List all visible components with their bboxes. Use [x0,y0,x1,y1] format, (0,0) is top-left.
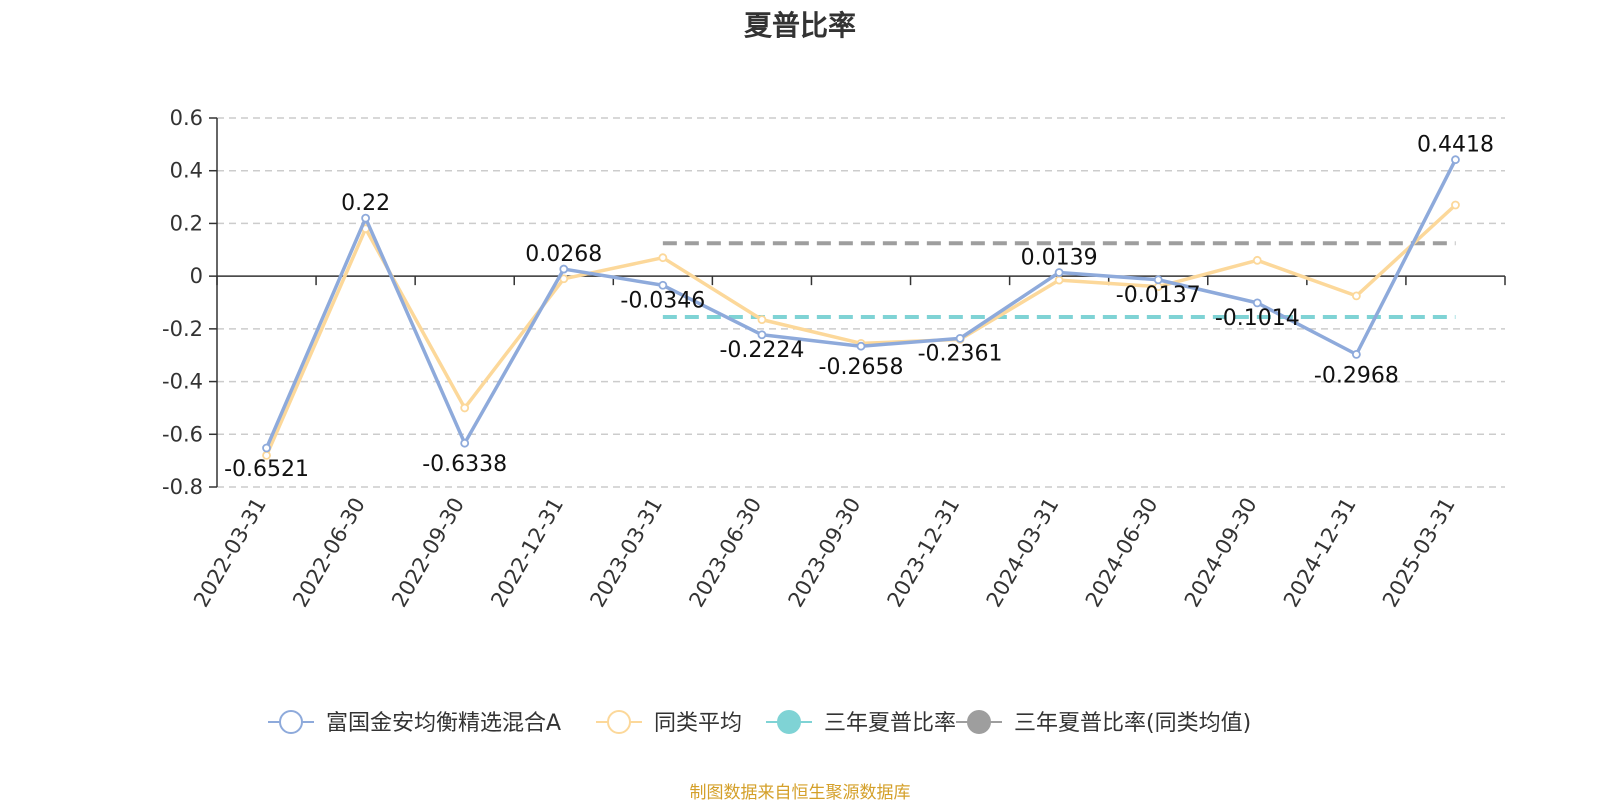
legend-item[interactable]: 同类平均 [596,710,742,736]
y-tick-label: -0.4 [162,370,203,394]
x-tick-label: 2023-09-30 [784,494,866,612]
y-tick-label: 0.6 [170,106,203,130]
data-point [658,280,668,290]
data-point [559,274,569,284]
legend-marker-icon [607,710,631,734]
x-tick-label: 2022-03-31 [189,494,271,612]
series-line [264,158,1458,449]
data-point [1351,291,1361,301]
data-point [1351,349,1361,359]
grid-lines [217,117,1505,488]
x-tick-label: 2022-12-31 [486,494,568,612]
y-tick-label: -0.8 [162,475,203,499]
data-source-note: 制图数据来自恒生聚源数据库 [689,783,911,803]
data-point [559,264,569,274]
data-point [955,333,965,343]
data-label: 0.22 [341,191,390,216]
legend-label: 同类平均 [654,711,742,736]
data-labels: -0.6521 0.22 -0.6338 0.0268 -0.0346 -0.2224 -0… [224,133,1494,482]
data-point [1252,255,1262,265]
data-point [1451,155,1460,165]
x-tick-label: 2023-03-31 [585,494,667,612]
x-tick-label: 2024-09-30 [1180,494,1262,612]
x-tick-label: 2024-03-31 [982,494,1064,612]
data-point [856,341,866,351]
data-point [460,403,470,413]
data-point [262,443,271,453]
reference-lines [662,241,1456,319]
data-point [1153,275,1163,285]
y-tick-label: 0.4 [170,159,203,183]
legend-label: 三年夏普比率 [824,711,956,736]
data-point [757,315,767,325]
series-lines [262,155,1460,460]
legend-item[interactable]: 三年夏普比率(同类均值) [956,710,1251,736]
data-label: -0.6521 [224,457,309,482]
x-tick-label: 2022-09-30 [387,494,469,612]
x-tick-label: 2023-12-31 [883,494,965,612]
data-label: 0.4418 [1417,133,1494,158]
data-label: -0.2224 [719,338,804,363]
data-label: -0.0346 [620,288,705,313]
y-tick-label: -0.2 [162,317,203,341]
data-point [460,438,470,448]
y-tick-label: -0.6 [162,422,203,446]
chart-title: 夏普比率 [743,9,856,42]
data-label: 0.0268 [525,242,602,267]
legend-item[interactable]: 富国金安均衡精选混合A [268,710,561,736]
data-point [1054,268,1064,277]
y-tick-label: 0.2 [170,211,203,235]
x-tick-label: 2025-03-31 [1378,494,1460,612]
legend-label: 富国金安均衡精选混合A [326,711,561,736]
data-label: -0.2968 [1314,363,1399,388]
x-tick-label: 2024-06-30 [1081,494,1163,612]
legend-marker-icon [279,710,303,734]
data-point [1451,200,1460,210]
legend-marker-icon [967,710,991,734]
legend-label: 三年夏普比率(同类均值) [1014,711,1251,736]
data-point [361,213,371,223]
data-label: 0.0139 [1021,245,1098,270]
legend[interactable]: 富国金安均衡精选混合A 同类平均 三年夏普比率 三年夏普比率(同类均值) [268,710,1251,736]
legend-marker-icon [777,710,801,734]
data-point [1054,275,1064,285]
data-label: -0.6338 [422,452,507,477]
x-tick-label: 2022-06-30 [288,494,370,612]
data-label: -0.2658 [819,355,904,380]
data-point [757,330,767,340]
legend-item[interactable]: 三年夏普比率 [766,710,956,736]
x-tick-label: 2024-12-31 [1279,494,1361,612]
y-tick-label: 0 [190,264,203,288]
data-label: -0.1014 [1215,306,1300,331]
data-label: -0.0137 [1116,283,1201,308]
data-label: -0.2361 [918,341,1003,366]
data-point [1252,298,1262,308]
x-tick-label: 2023-06-30 [684,494,766,612]
data-point [658,253,668,263]
